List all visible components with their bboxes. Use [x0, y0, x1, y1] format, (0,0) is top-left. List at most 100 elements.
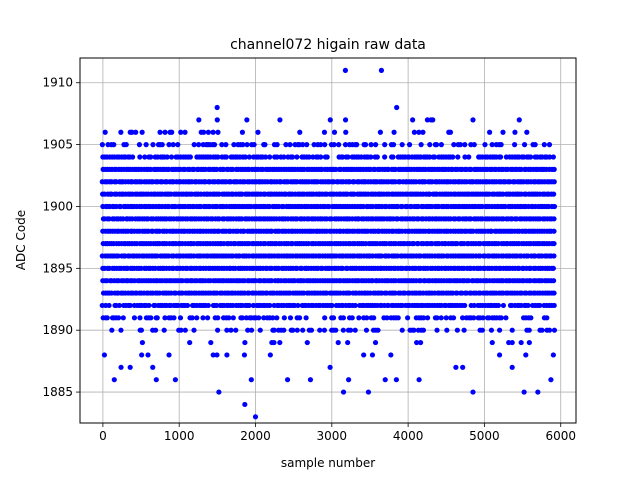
data-point — [495, 302, 502, 309]
data-point — [470, 389, 476, 395]
data-point — [175, 142, 181, 148]
data-point — [453, 364, 459, 370]
data-point — [170, 142, 176, 148]
data-point — [248, 327, 255, 333]
data-point — [327, 364, 333, 370]
data-point — [551, 166, 557, 172]
data-point — [329, 302, 335, 309]
data-point — [480, 315, 486, 321]
data-point — [460, 364, 466, 370]
data-point — [340, 327, 346, 333]
data-point — [242, 154, 248, 160]
data-point — [215, 154, 221, 160]
data-point — [139, 129, 145, 135]
data-point — [261, 315, 267, 321]
data-point — [438, 142, 444, 148]
data-point — [352, 327, 358, 333]
data-point — [281, 154, 287, 160]
data-point — [541, 142, 547, 148]
data-point — [471, 315, 477, 321]
data-point — [178, 327, 184, 333]
chart-title: channel072 higain raw data — [230, 37, 426, 53]
y-tick-label: 1890 — [42, 323, 73, 337]
data-point — [196, 142, 202, 148]
data-point — [526, 339, 532, 346]
data-point — [270, 315, 276, 321]
data-point — [466, 154, 472, 160]
data-point — [375, 327, 381, 333]
data-point — [178, 129, 184, 135]
data-point — [123, 142, 129, 148]
data-point — [281, 315, 287, 321]
data-point — [546, 327, 553, 333]
data-point — [372, 339, 379, 346]
data-point — [532, 142, 538, 148]
data-point — [346, 377, 352, 383]
data-point — [167, 129, 173, 135]
data-point — [525, 302, 531, 309]
data-point — [470, 117, 476, 123]
data-point — [363, 327, 370, 333]
y-axis-ticks: 1885 1890 1895 1900 1905 1910 — [42, 76, 80, 399]
data-point — [274, 154, 280, 160]
data-point — [551, 290, 557, 296]
data-point — [241, 352, 248, 358]
data-point — [362, 142, 369, 148]
data-point — [390, 154, 396, 160]
y-tick-label: 1900 — [42, 199, 73, 213]
data-point — [364, 315, 370, 321]
data-point — [318, 154, 324, 160]
data-point — [239, 315, 245, 321]
data-point — [335, 339, 341, 346]
x-tick-label: 4000 — [393, 429, 424, 443]
data-point — [462, 302, 468, 309]
data-point — [336, 142, 342, 148]
data-point — [489, 142, 495, 148]
data-point — [277, 117, 283, 123]
data-point — [406, 142, 413, 148]
data-point — [550, 265, 556, 271]
data-point — [394, 104, 400, 111]
data-point — [200, 315, 206, 321]
data-point — [248, 377, 254, 383]
data-point — [420, 129, 426, 135]
data-point — [424, 315, 431, 321]
data-point — [252, 414, 259, 420]
data-point — [550, 154, 556, 160]
data-point — [471, 302, 477, 309]
data-point — [256, 315, 262, 321]
data-point — [390, 142, 397, 148]
data-point — [461, 327, 467, 333]
data-point — [509, 327, 515, 333]
data-point — [281, 327, 287, 333]
data-point — [345, 154, 351, 160]
data-point — [551, 327, 558, 333]
data-point — [297, 315, 303, 321]
data-point — [271, 327, 277, 333]
data-point — [488, 327, 495, 333]
data-point — [500, 129, 506, 135]
data-point — [343, 129, 349, 135]
data-point — [342, 142, 349, 148]
data-point — [304, 339, 310, 346]
data-point — [224, 352, 230, 358]
data-point — [215, 315, 221, 321]
data-point — [447, 129, 454, 135]
data-point — [146, 302, 152, 309]
data-point — [139, 339, 146, 346]
data-point — [399, 142, 405, 148]
data-point — [255, 129, 261, 135]
data-point — [184, 302, 191, 309]
data-point — [487, 129, 493, 135]
data-point — [224, 327, 230, 333]
data-point — [226, 315, 232, 321]
data-point — [244, 117, 250, 123]
data-point — [287, 142, 293, 148]
data-point — [438, 315, 444, 321]
data-point — [340, 389, 347, 395]
data-point — [172, 377, 178, 383]
data-point — [267, 302, 273, 309]
data-point — [551, 228, 557, 234]
x-tick-label: 2000 — [240, 429, 271, 443]
